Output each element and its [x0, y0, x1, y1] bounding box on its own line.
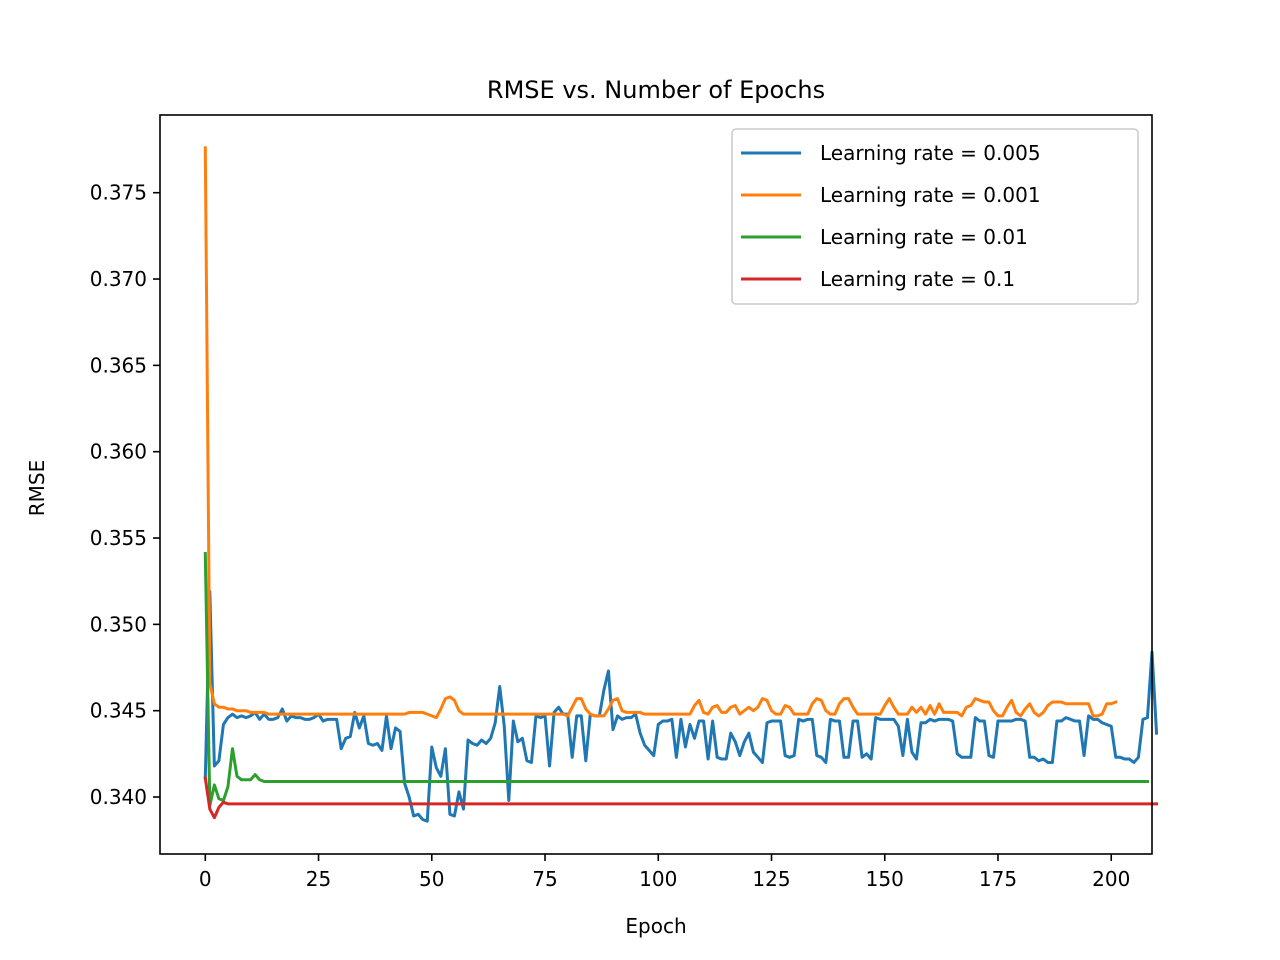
- y-tick-label: 0.360: [90, 440, 147, 464]
- legend: Learning rate = 0.005 Learning rate = 0.0…: [731, 128, 1139, 305]
- x-tick-label: 150: [866, 867, 904, 891]
- x-tick-label: 0: [199, 867, 212, 891]
- y-tick-label: 0.370: [90, 267, 147, 291]
- x-tick-label: 75: [532, 867, 557, 891]
- series-line-0: [203, 590, 1159, 823]
- y-tick-label: 0.355: [90, 526, 147, 550]
- legend-label-2: Learning rate = 0.01: [820, 225, 1028, 249]
- series-line-2: [203, 552, 1149, 808]
- x-tick-label: 175: [979, 867, 1017, 891]
- legend-label-1: Learning rate = 0.001: [820, 183, 1041, 207]
- y-axis: 0.340 0.345 0.350 0.355 0.360 0.365 0.370 0.375: [90, 181, 160, 809]
- y-tick-label: 0.350: [90, 612, 147, 636]
- x-tick-label: 50: [419, 867, 444, 891]
- legend-box: [731, 128, 1139, 305]
- x-axis-title: Epoch: [625, 914, 686, 938]
- x-tick-label: 100: [639, 867, 677, 891]
- plot-frame: [159, 114, 1153, 855]
- series-layer: [203, 146, 1159, 823]
- y-tick-label: 0.365: [90, 353, 147, 377]
- y-tick-label: 0.345: [90, 699, 147, 723]
- x-axis: 0 25 50 75 100 125 150 175 200: [199, 854, 1130, 891]
- series-line-1: [203, 146, 1118, 720]
- legend-label-0: Learning rate = 0.005: [820, 141, 1041, 165]
- series-line-3: [203, 776, 1159, 820]
- y-tick-label: 0.340: [90, 785, 147, 809]
- y-axis-title: RMSE: [25, 460, 49, 516]
- x-tick-label: 200: [1092, 867, 1130, 891]
- x-tick-label: 125: [752, 867, 790, 891]
- legend-label-3: Learning rate = 0.1: [820, 267, 1015, 291]
- chart-title: RMSE vs. Number of Epochs: [487, 76, 825, 104]
- y-tick-label: 0.375: [90, 181, 147, 205]
- x-tick-label: 25: [306, 867, 331, 891]
